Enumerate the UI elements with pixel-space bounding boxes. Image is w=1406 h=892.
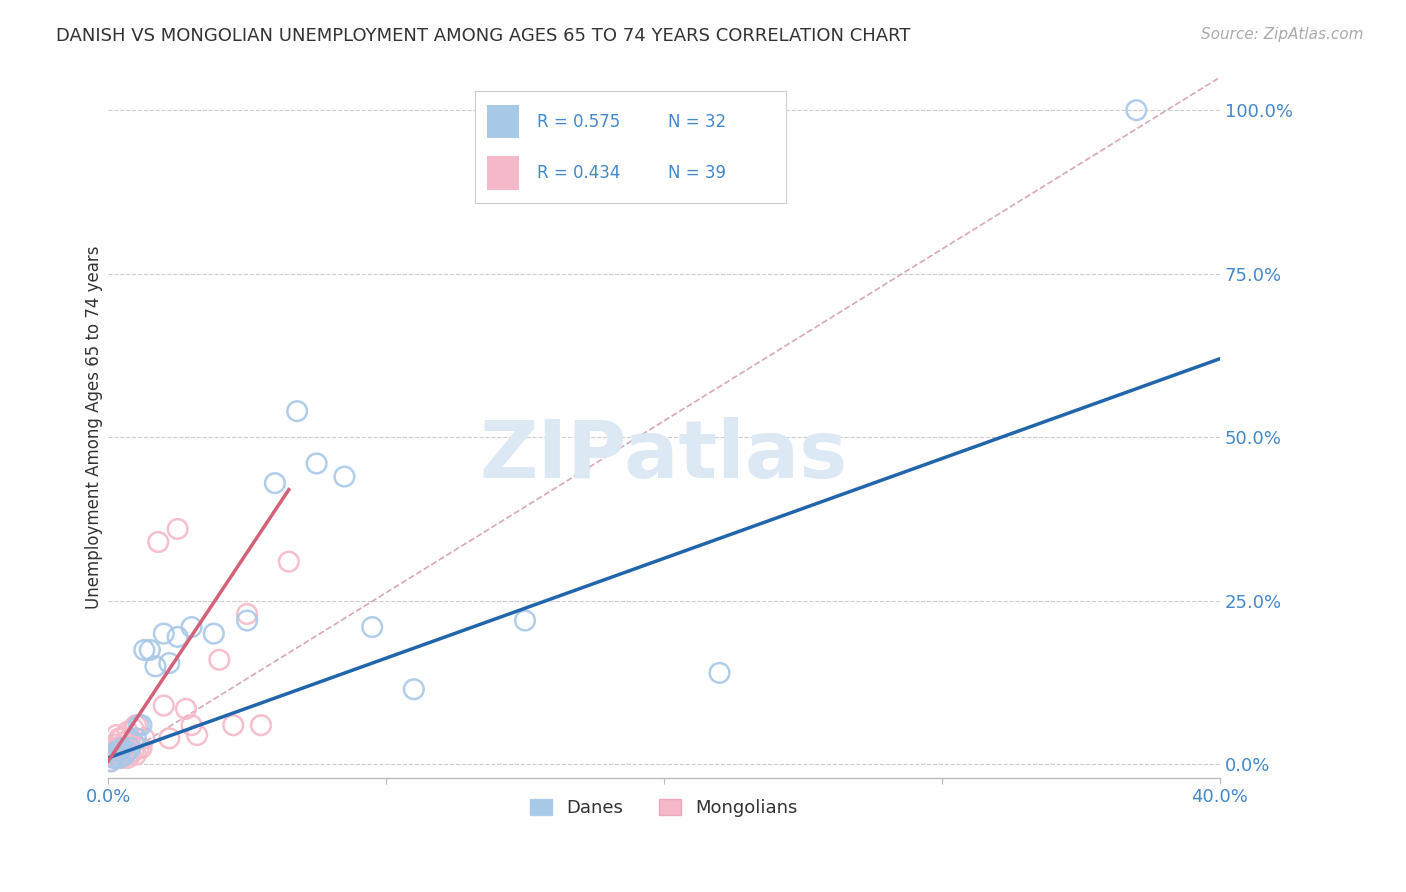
Point: [103, 738, 125, 752]
Point: [114, 747, 136, 762]
Point: [120, 747, 142, 762]
Point: [709, 665, 731, 680]
Point: [120, 731, 142, 746]
Point: [105, 741, 128, 756]
Point: [111, 741, 134, 756]
Point: [264, 476, 287, 491]
Point: [208, 653, 231, 667]
Point: [128, 741, 150, 756]
Point: [180, 620, 202, 634]
Point: [111, 741, 134, 756]
Point: [131, 741, 153, 756]
Point: [202, 626, 225, 640]
Y-axis label: Unemployment Among Ages 65 to 74 years: Unemployment Among Ages 65 to 74 years: [86, 246, 103, 609]
Point: [152, 626, 174, 640]
Point: [125, 747, 148, 762]
Point: [1125, 103, 1147, 117]
Point: [152, 698, 174, 713]
Point: [166, 522, 188, 536]
Point: [134, 643, 156, 657]
Point: [111, 731, 134, 746]
Point: [117, 744, 139, 758]
Point: [186, 728, 208, 742]
Point: [111, 751, 134, 765]
Point: [139, 643, 162, 657]
Point: [250, 718, 273, 732]
Point: [108, 751, 131, 765]
Point: [125, 718, 148, 732]
Point: [128, 718, 150, 732]
Point: [513, 614, 536, 628]
Point: [122, 744, 145, 758]
Point: [134, 731, 156, 746]
Point: [285, 404, 308, 418]
Point: [100, 747, 122, 762]
Point: [145, 659, 167, 673]
Point: [166, 630, 188, 644]
Legend: Danes, Mongolians: Danes, Mongolians: [523, 792, 806, 824]
Point: [105, 751, 128, 765]
Point: [236, 614, 259, 628]
Point: [105, 744, 128, 758]
Point: [402, 682, 425, 697]
Point: [108, 747, 131, 762]
Point: [100, 741, 122, 756]
Point: [103, 744, 125, 758]
Point: [114, 734, 136, 748]
Point: [122, 734, 145, 748]
Point: [180, 718, 202, 732]
Point: [103, 751, 125, 765]
Point: [105, 728, 128, 742]
Point: [333, 469, 356, 483]
Point: [103, 751, 125, 765]
Point: [105, 747, 128, 762]
Text: DANISH VS MONGOLIAN UNEMPLOYMENT AMONG AGES 65 TO 74 YEARS CORRELATION CHART: DANISH VS MONGOLIAN UNEMPLOYMENT AMONG A…: [56, 27, 911, 45]
Point: [120, 741, 142, 756]
Point: [125, 731, 148, 746]
Text: ZIPatlas: ZIPatlas: [479, 417, 848, 494]
Point: [131, 718, 153, 732]
Text: Source: ZipAtlas.com: Source: ZipAtlas.com: [1201, 27, 1364, 42]
Point: [122, 722, 145, 736]
Point: [108, 744, 131, 758]
Point: [174, 702, 197, 716]
Point: [108, 731, 131, 746]
Point: [117, 724, 139, 739]
Point: [277, 555, 299, 569]
Point: [100, 754, 122, 768]
Point: [157, 731, 180, 746]
Point: [117, 751, 139, 765]
Point: [305, 457, 328, 471]
Point: [100, 754, 122, 768]
Point: [148, 535, 170, 549]
Point: [157, 656, 180, 670]
Point: [236, 607, 259, 621]
Point: [222, 718, 245, 732]
Point: [114, 744, 136, 758]
Point: [361, 620, 384, 634]
